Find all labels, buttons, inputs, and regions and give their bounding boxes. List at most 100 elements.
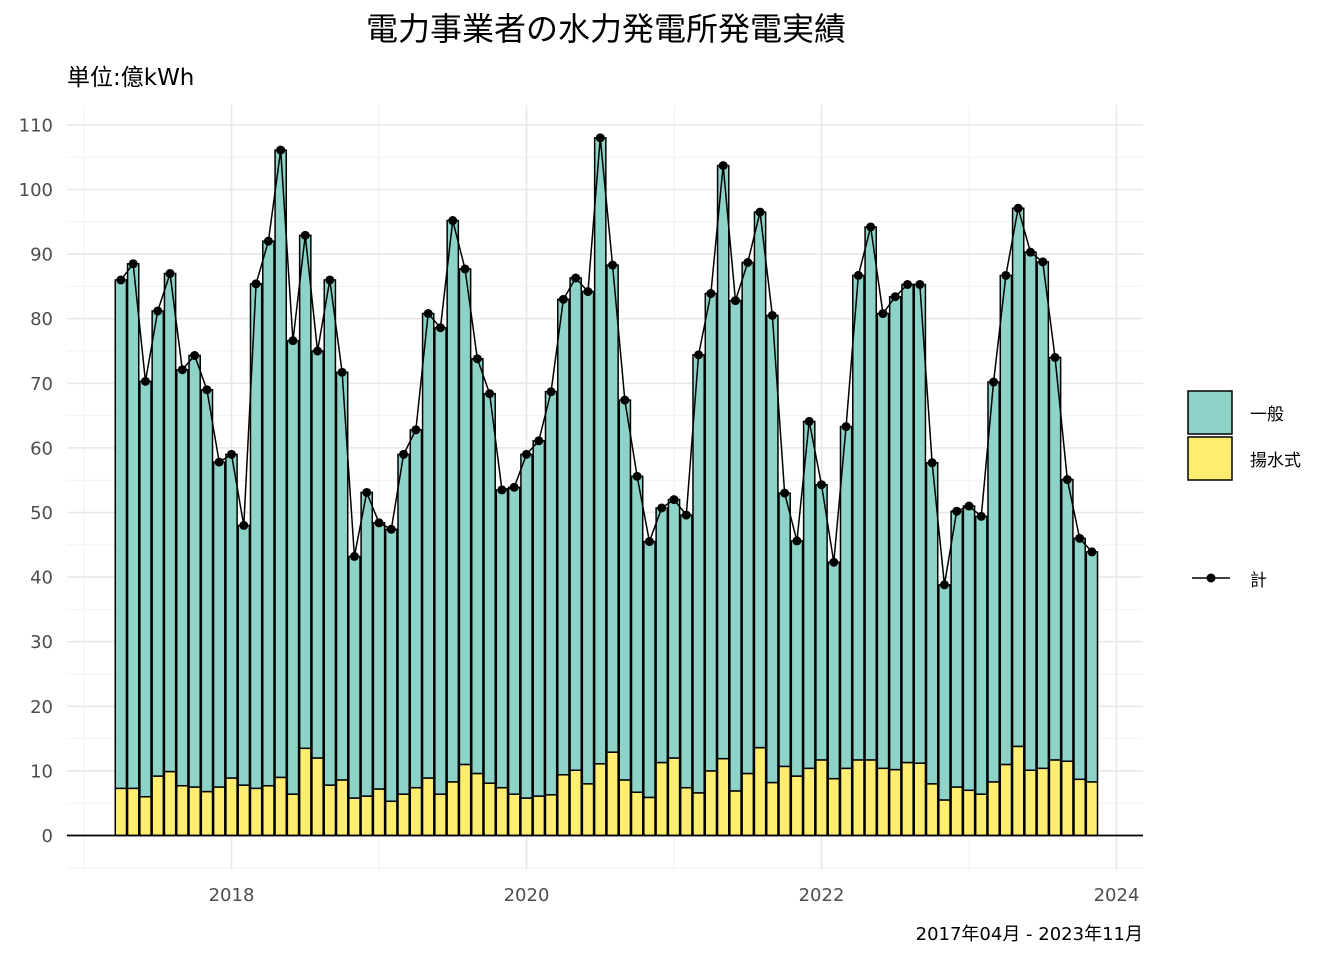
- total-point: [1050, 352, 1060, 362]
- bar-general: [360, 491, 374, 797]
- bar-general: [274, 149, 288, 779]
- bar-general: [974, 515, 988, 795]
- total-point: [620, 395, 630, 405]
- bar-general: [114, 279, 128, 790]
- bar-pumped: [139, 795, 152, 837]
- total-point: [595, 133, 605, 143]
- total-point: [349, 551, 359, 561]
- total-point: [509, 482, 519, 492]
- bar-pumped: [704, 770, 718, 837]
- y-tick-label: 50: [30, 503, 53, 524]
- y-axis-tick-labels: 0 10 20 30 40 50 60 70 80 90 100 110: [19, 115, 53, 847]
- bar-pumped: [323, 784, 337, 837]
- bar-pumped: [778, 765, 791, 837]
- total-point: [718, 161, 728, 171]
- bar-general: [679, 514, 693, 789]
- bar-pumped: [544, 794, 558, 837]
- bar-pumped: [212, 786, 226, 837]
- total-point: [128, 259, 138, 269]
- y-tick-label: 10: [30, 761, 53, 782]
- bar-general: [999, 274, 1013, 766]
- bar-pumped: [175, 785, 189, 837]
- bar-pumped: [1060, 760, 1074, 837]
- total-point: [276, 145, 286, 155]
- bar-general: [348, 555, 361, 799]
- bar-general: [716, 164, 730, 760]
- bar-pumped: [999, 763, 1013, 837]
- x-tick-label: 2022: [799, 885, 845, 906]
- total-point: [177, 365, 187, 375]
- total-point: [190, 351, 200, 361]
- bar-pumped: [495, 786, 509, 837]
- total-point: [1013, 203, 1023, 213]
- bar-general: [876, 312, 890, 770]
- total-point: [239, 520, 249, 530]
- bar-pumped: [274, 776, 288, 837]
- legend-key-general: [1187, 390, 1233, 435]
- bar-general: [925, 462, 939, 785]
- bar-general: [618, 399, 632, 781]
- bar-pumped: [987, 781, 1000, 837]
- y-tick-label: 30: [30, 632, 53, 653]
- total-point: [1025, 247, 1035, 257]
- y-tick-label: 110: [19, 115, 53, 136]
- bar-pumped: [765, 781, 779, 837]
- total-point: [522, 449, 531, 459]
- total-point: [313, 346, 323, 356]
- bar-general: [237, 524, 251, 786]
- y-tick-label: 80: [30, 309, 53, 330]
- bar-pumped: [311, 757, 324, 837]
- total-point: [423, 309, 433, 319]
- total-point: [251, 279, 261, 289]
- total-point: [472, 354, 482, 364]
- bar-general: [298, 234, 312, 750]
- bar-general: [434, 326, 447, 795]
- total-point: [140, 376, 150, 386]
- total-point: [632, 471, 642, 481]
- bar-pumped: [962, 789, 976, 837]
- y-tick-label: 70: [30, 374, 53, 395]
- bar-general: [188, 354, 201, 788]
- bar-general: [397, 453, 410, 795]
- total-point: [227, 449, 236, 459]
- bar-general: [1060, 478, 1074, 762]
- bar-pumped: [790, 775, 804, 837]
- bar-pumped: [384, 800, 398, 837]
- bar-general: [1085, 551, 1099, 783]
- bar-general: [446, 219, 460, 783]
- bar-pumped: [225, 777, 238, 837]
- bar-pumped: [397, 793, 410, 837]
- bar-pumped: [729, 790, 742, 837]
- bar-general: [139, 380, 152, 798]
- total-point: [374, 518, 384, 528]
- bar-pumped: [1011, 745, 1025, 837]
- bar-pumped: [470, 772, 484, 837]
- total-point: [669, 495, 679, 505]
- bar-general: [372, 522, 386, 790]
- total-point: [804, 416, 814, 426]
- total-point: [927, 458, 937, 468]
- bar-pumped: [667, 757, 681, 837]
- bar-pumped: [507, 793, 521, 837]
- bar-general: [962, 505, 976, 792]
- bar-general: [557, 298, 570, 776]
- bar-pumped: [483, 782, 496, 837]
- bar-general: [938, 584, 951, 801]
- bar-pumped: [249, 787, 263, 837]
- total-point: [1087, 547, 1097, 557]
- bar-general: [852, 274, 865, 761]
- bar-general: [421, 312, 435, 779]
- total-point: [829, 557, 839, 567]
- bar-pumped: [606, 751, 619, 837]
- chart-caption: 2017年04月 - 2023年11月: [916, 924, 1143, 945]
- legend-label-general: 一般: [1250, 405, 1284, 425]
- bar-general: [643, 540, 656, 799]
- total-line-series: [116, 133, 1097, 590]
- bar-general: [286, 339, 300, 795]
- bar-general: [1073, 537, 1086, 781]
- bar-pumped: [753, 746, 767, 837]
- bar-pumped: [1024, 769, 1037, 837]
- bar-general: [888, 295, 902, 771]
- bar-pumped: [569, 769, 583, 837]
- total-point: [214, 457, 224, 467]
